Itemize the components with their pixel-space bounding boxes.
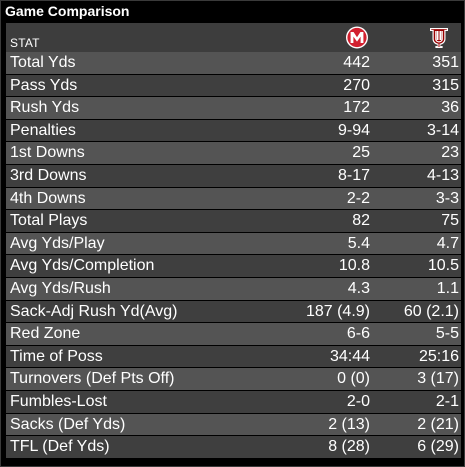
indiana-value: 36	[441, 99, 459, 117]
maryland-value: 270	[343, 76, 370, 94]
table-row: Rush Yds 172 36	[6, 97, 461, 120]
indiana-value: 4.7	[436, 234, 459, 252]
stat-label: Avg Yds/Completion	[10, 257, 155, 275]
stat-label: Red Zone	[10, 325, 81, 343]
maryland-value: 8-17	[337, 166, 370, 184]
comparison-table: STAT Total Yds 442 351 Pass Yds 270 315 Ru	[6, 23, 461, 459]
table-row: Pass Yds 270 315	[6, 74, 461, 98]
maryland-value: 187 (4.9)	[305, 302, 370, 320]
stat-label: Turnovers (Def Pts Off)	[10, 370, 175, 388]
stat-label: Sack-Adj Rush Yd(Avg)	[10, 302, 178, 320]
stat-label: 1st Downs	[10, 144, 85, 162]
table-row: Turnovers (Def Pts Off) 0 (0) 3 (17)	[6, 368, 461, 391]
indiana-value: 1.1	[436, 279, 459, 297]
stat-label: Time of Poss	[10, 347, 103, 365]
table-row: Sacks (Def Yds) 2 (13) 2 (21)	[6, 413, 461, 437]
indiana-value: 2 (21)	[417, 415, 459, 433]
maryland-value: 2-2	[346, 189, 370, 207]
indiana-value: 5-5	[435, 325, 459, 343]
stat-label: Avg Yds/Rush	[10, 279, 111, 297]
table-row: Avg Yds/Play 5.4 4.7	[6, 232, 461, 256]
indiana-value: 315	[432, 76, 459, 94]
maryland-value: 0 (0)	[337, 370, 370, 388]
maryland-value: 2-0	[346, 392, 370, 410]
indiana-value: 75	[441, 212, 459, 230]
indiana-value: 4-13	[426, 166, 459, 184]
stat-label: Avg Yds/Play	[10, 234, 105, 252]
stat-label: Penalties	[10, 121, 76, 139]
indiana-value: 3 (17)	[417, 370, 459, 388]
table-row: 4th Downs 2-2 3-3	[6, 187, 461, 211]
table-row: Avg Yds/Rush 4.3 1.1	[6, 277, 461, 301]
table-row: Red Zone 6-6 5-5	[6, 323, 461, 346]
stat-label: Rush Yds	[10, 99, 80, 117]
table-header: STAT	[6, 23, 461, 52]
table-row: TFL (Def Yds) 8 (28) 6 (29)	[6, 436, 461, 459]
stat-label: 3rd Downs	[10, 166, 87, 184]
maryland-value: 4.3	[347, 279, 370, 297]
table-row: Time of Poss 34:44 25:16	[6, 345, 461, 369]
stat-label: TFL (Def Yds)	[10, 438, 110, 456]
maryland-value: 172	[343, 99, 370, 117]
stat-label: Pass Yds	[10, 76, 78, 94]
table-row: Avg Yds/Completion 10.8 10.5	[6, 255, 461, 278]
maryland-value: 442	[343, 54, 370, 71]
table-row: Sack-Adj Rush Yd(Avg) 187 (4.9) 60 (2.1)	[6, 300, 461, 324]
indiana-value: 60 (2.1)	[403, 302, 459, 320]
table-row: Total Plays 82 75	[6, 210, 461, 233]
stat-label: Total Plays	[10, 212, 88, 230]
stat-label: 4th Downs	[10, 189, 86, 207]
indiana-value: 23	[441, 144, 459, 162]
table-row: Penalties 9-94 3-14	[6, 119, 461, 143]
maryland-value: 34:44	[329, 347, 370, 365]
stat-label: Total Yds	[10, 54, 76, 71]
stat-label: Sacks (Def Yds)	[10, 415, 126, 433]
maryland-value: 82	[352, 212, 370, 230]
maryland-value: 5.4	[347, 234, 370, 252]
maryland-value: 25	[352, 144, 370, 162]
maryland-value: 9-94	[337, 121, 370, 139]
stat-column-header: STAT	[10, 36, 40, 50]
table-row: 3rd Downs 8-17 4-13	[6, 164, 461, 188]
indiana-iu-logo-icon	[427, 26, 451, 49]
maryland-m-logo-icon	[345, 26, 369, 49]
panel-title: Game Comparison	[5, 3, 130, 19]
stat-label: Fumbles-Lost	[10, 392, 107, 410]
table-row: Fumbles-Lost 2-0 2-1	[6, 390, 461, 414]
indiana-value: 351	[432, 54, 459, 71]
maryland-value: 8 (28)	[328, 438, 370, 456]
table-row: Total Yds 442 351	[6, 52, 461, 75]
indiana-value: 10.5	[427, 257, 459, 275]
indiana-value: 6 (29)	[417, 438, 459, 456]
maryland-value: 2 (13)	[328, 415, 370, 433]
indiana-value: 3-3	[435, 189, 459, 207]
indiana-value: 2-1	[435, 392, 459, 410]
indiana-value: 25:16	[418, 347, 459, 365]
table-row: 1st Downs 25 23	[6, 142, 461, 165]
table-body: Total Yds 442 351 Pass Yds 270 315 Rush Yds 172…	[6, 52, 461, 459]
indiana-value: 3-14	[426, 121, 459, 139]
maryland-value: 10.8	[338, 257, 370, 275]
maryland-value: 6-6	[346, 325, 370, 343]
